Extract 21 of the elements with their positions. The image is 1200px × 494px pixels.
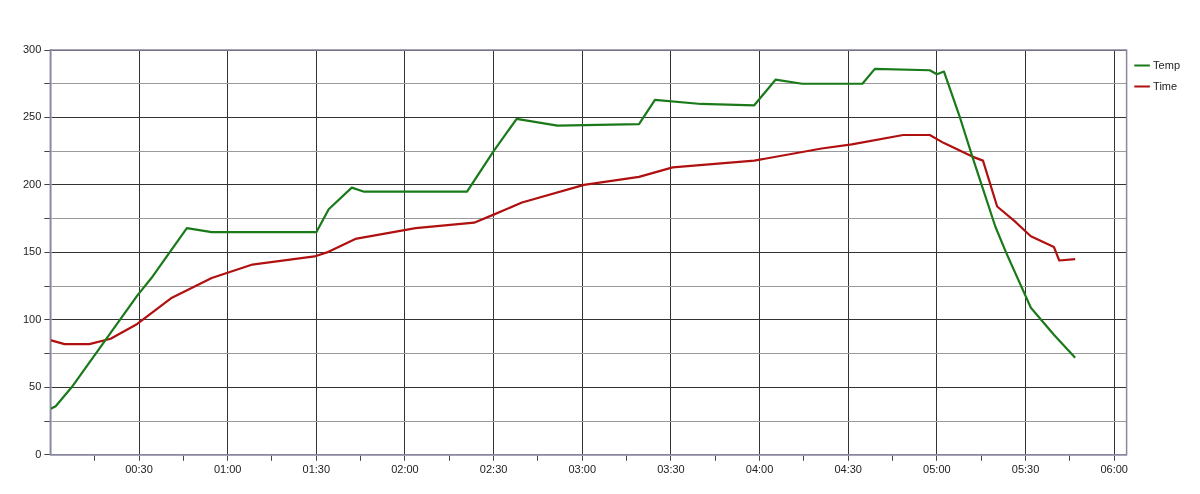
x-tick-label: 01:30 <box>302 463 331 476</box>
x-tick-label: 02:00 <box>391 463 419 476</box>
y-tick-label: 100 <box>22 312 42 325</box>
legend-label: Temp <box>1153 58 1181 71</box>
x-tick-label: 02:30 <box>479 463 508 476</box>
y-tick-label: 200 <box>22 177 42 190</box>
x-tick-label: 01:00 <box>213 463 242 476</box>
y-tick-label: 0 <box>35 447 42 460</box>
x-tick-label: 00:30 <box>125 463 153 476</box>
x-tick-label: 03:30 <box>657 463 685 476</box>
y-tick-label: 150 <box>22 245 42 258</box>
x-tick-label: 05:30 <box>1011 463 1040 476</box>
x-tick-label: 06:00 <box>1100 463 1128 476</box>
x-tick-label: 04:30 <box>834 463 862 476</box>
x-tick-label: 03:00 <box>568 463 597 476</box>
legend-label: Time <box>1153 79 1178 92</box>
x-tick-label: 04:00 <box>745 463 774 476</box>
x-tick-label: 05:00 <box>923 463 951 476</box>
y-tick-label: 300 <box>22 43 42 56</box>
y-tick-label: 50 <box>29 380 42 393</box>
y-tick-label: 250 <box>22 110 42 123</box>
